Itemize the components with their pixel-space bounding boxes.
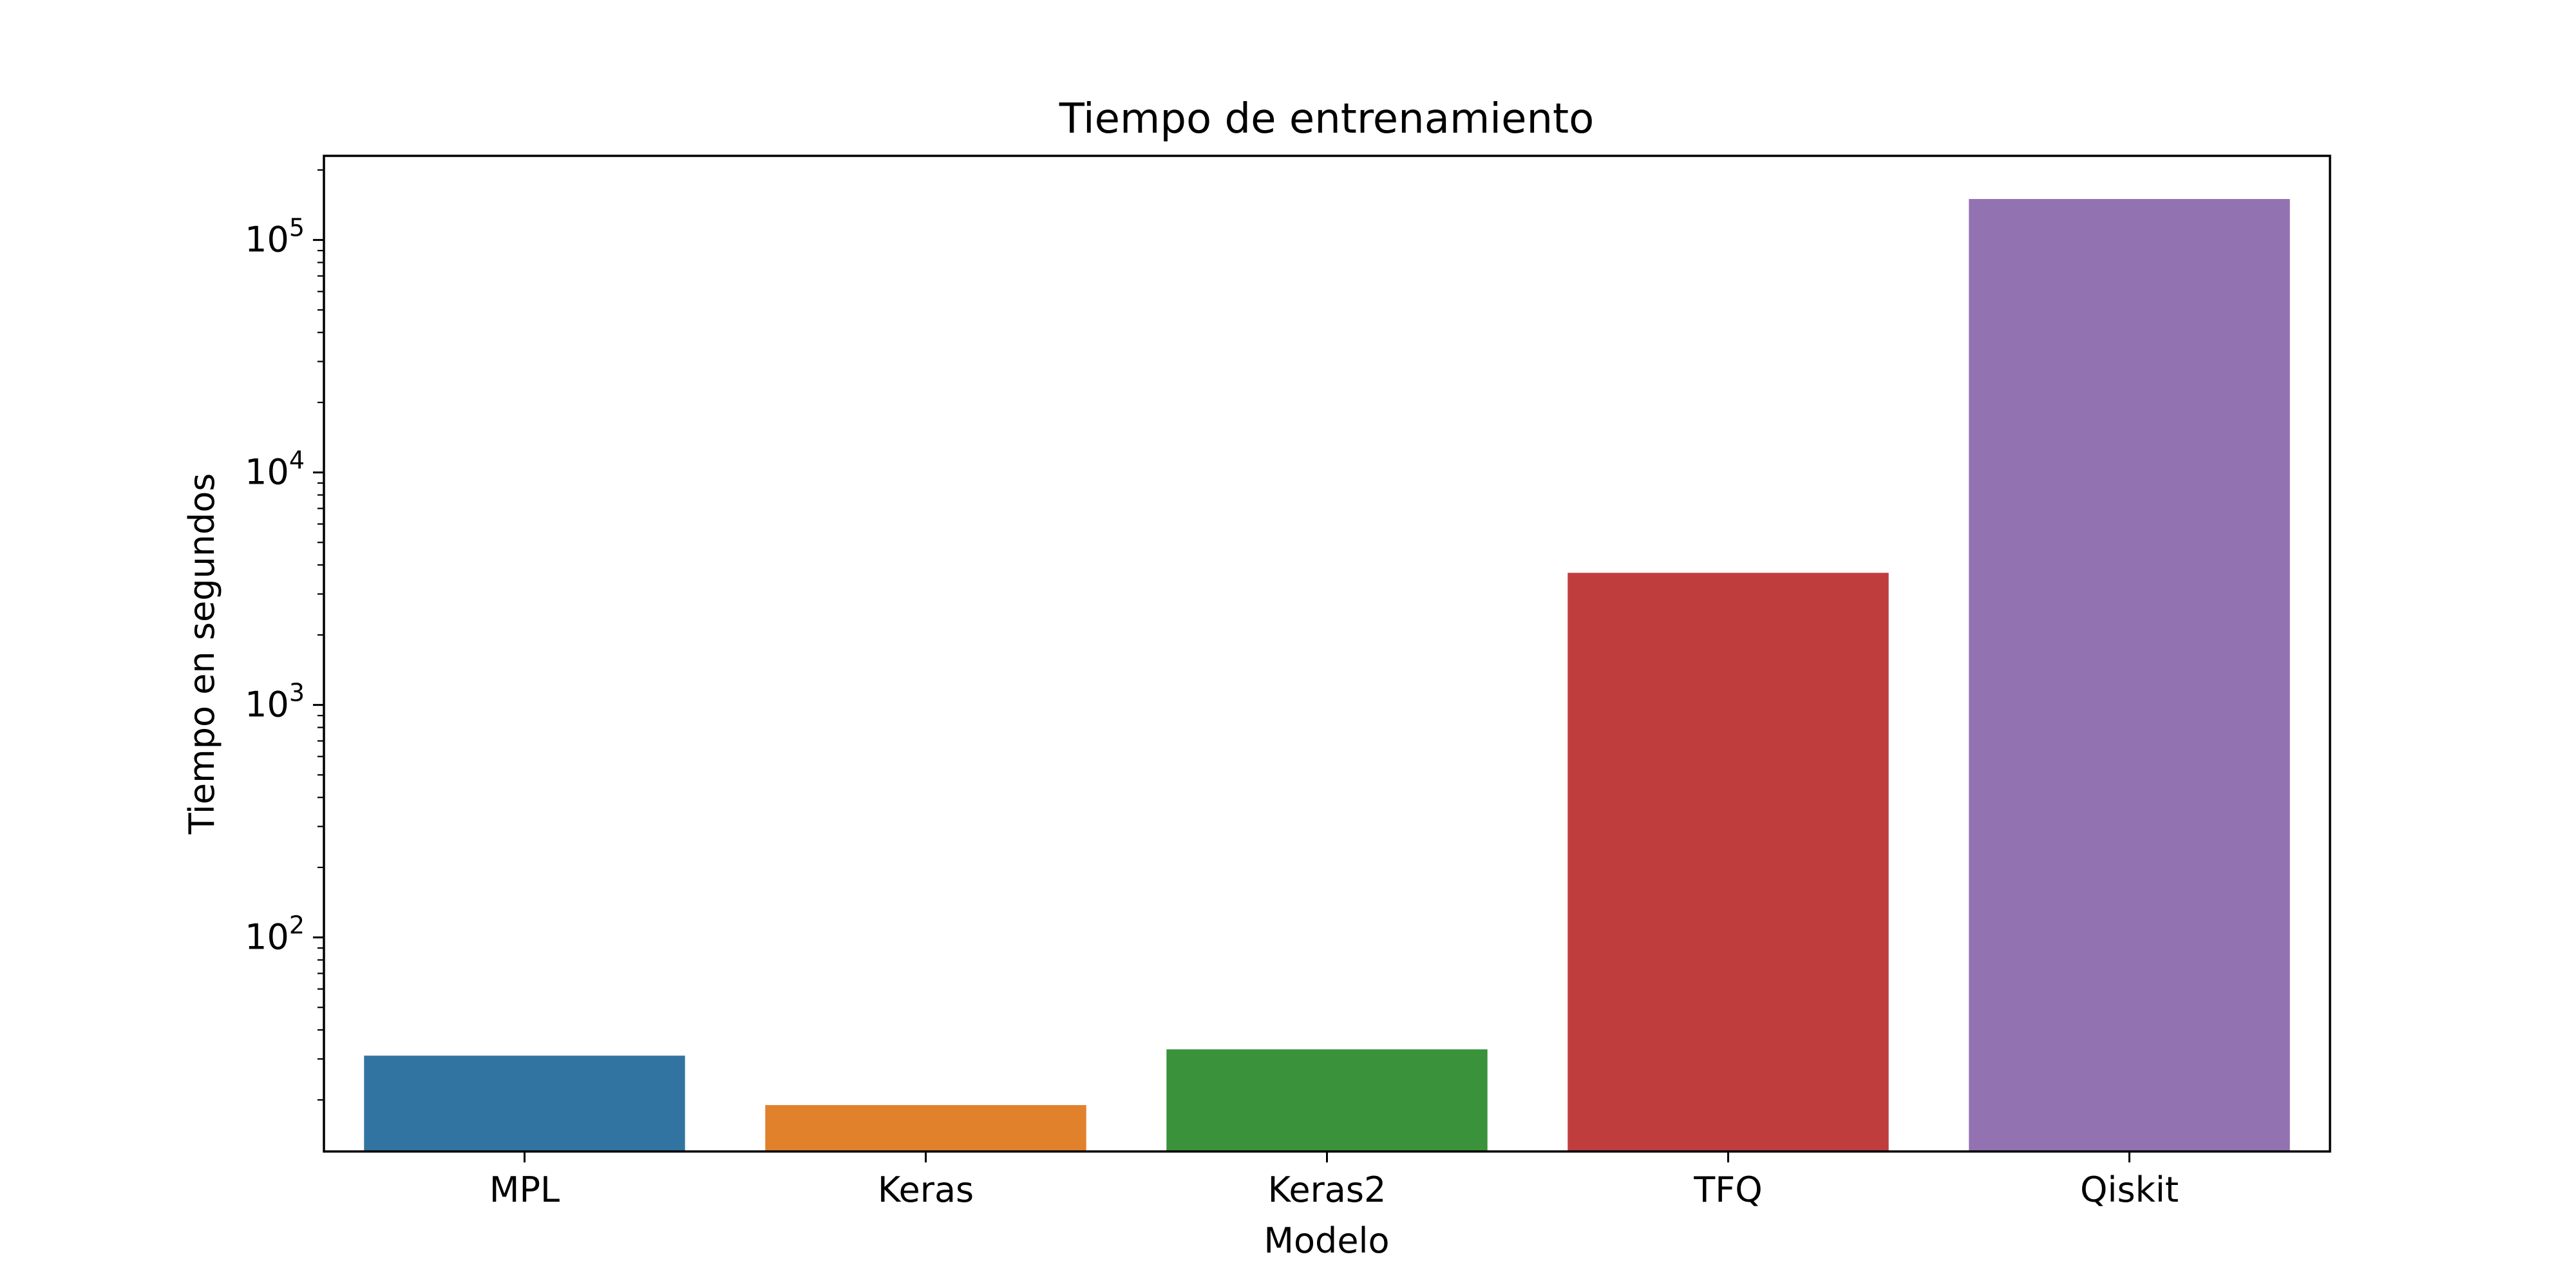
x-tick-label: TFQ [1693,1170,1763,1210]
bar-mpl [364,1056,685,1151]
x-tick-label: MPL [489,1170,560,1210]
x-tick-label: Keras2 [1268,1170,1387,1210]
x-tick-label: Qiskit [2080,1170,2179,1210]
y-tick-label: 104 [245,446,305,493]
x-axis-label: Modelo [1264,1220,1389,1261]
chart-title: Tiempo de entrenamiento [1059,95,1595,143]
y-tick-label: 103 [245,679,305,725]
plot-area: MPL Keras Keras2 TFQ Qiskit 102 103 104 105 [245,155,2331,1210]
axes-frame [323,155,2331,1153]
y-axis-label: Tiempo en segundos [182,473,222,835]
y-axis-ticks: 102 103 104 105 [245,169,324,1101]
bar-keras2 [1166,1049,1488,1151]
bar-group [364,199,2290,1151]
x-tick-label: Keras [878,1170,974,1210]
y-tick-label: 105 [245,214,305,260]
y-tick-label: 102 [245,911,305,958]
bar-qiskit [1969,199,2290,1151]
x-axis-ticks: MPL Keras Keras2 TFQ Qiskit [489,1151,2179,1210]
bar-tfq [1567,573,1889,1151]
bar-keras [765,1104,1086,1151]
